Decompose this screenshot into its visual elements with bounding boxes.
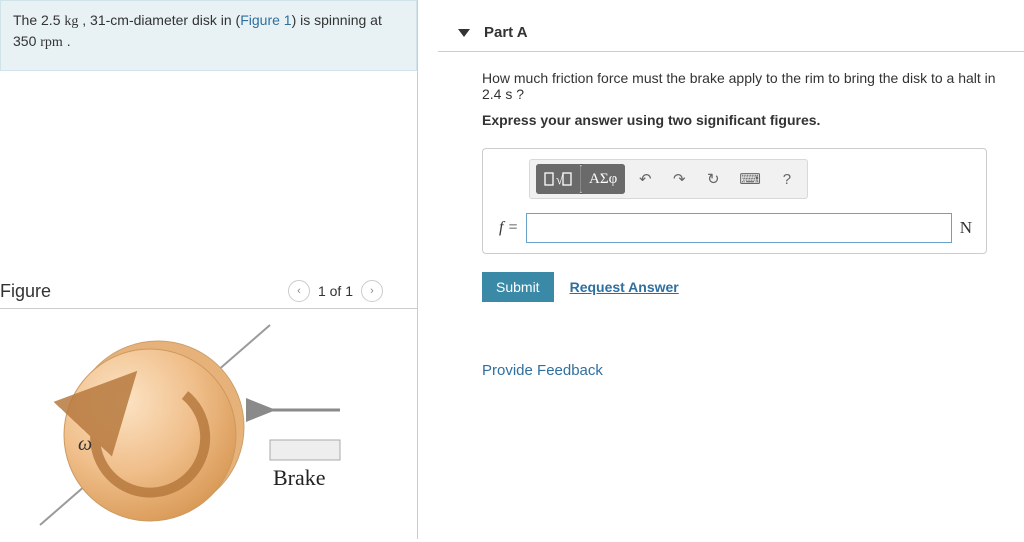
next-figure-button[interactable]: › [361,280,383,302]
problem-text: , 31-cm-diameter disk in ( [82,12,240,28]
answer-box: √ ΑΣφ ↶ ↷ ↻ ⌨ ? f = N [482,148,987,254]
reset-button[interactable]: ↻ [699,166,727,192]
unit-label: N [960,218,972,238]
part-a-header[interactable]: Part A [438,8,1024,52]
keyboard-button[interactable]: ⌨ [733,166,767,192]
figure-image: ω Brake [0,320,400,539]
submit-button[interactable]: Submit [482,272,554,302]
right-panel: Part A How much friction force must the … [418,0,1024,539]
left-panel: The 2.5 kg , 31-cm-diameter disk in (Fig… [0,0,418,539]
answer-row: f = N [493,213,976,243]
problem-text: The 2.5 [13,12,64,28]
unit-rpm: rpm [40,35,63,50]
equation-toolbar: √ ΑΣφ ↶ ↷ ↻ ⌨ ? [529,159,808,199]
figure-header: Figure ‹ 1 of 1 › [0,280,417,309]
brake-label: Brake [273,465,326,490]
unit-kg: kg [64,14,78,29]
part-title: Part A [484,24,528,41]
provide-feedback-link[interactable]: Provide Feedback [482,362,1014,379]
problem-text: . [67,33,71,49]
problem-statement: The 2.5 kg , 31-cm-diameter disk in (Fig… [0,0,417,71]
variable-label: f = [499,219,518,237]
part-a-body: How much friction force must the brake a… [438,52,1024,379]
answer-input[interactable] [526,213,951,243]
prev-figure-button[interactable]: ‹ [288,280,310,302]
collapse-icon [458,29,470,37]
instruction-text: Express your answer using two significan… [482,112,1014,128]
submit-row: Submit Request Answer [482,272,1014,302]
help-button[interactable]: ? [773,166,801,192]
figure-counter: 1 of 1 [318,283,353,299]
figure-link[interactable]: Figure 1 [240,12,291,28]
undo-button[interactable]: ↶ [631,166,659,192]
request-answer-link[interactable]: Request Answer [570,279,679,295]
redo-button[interactable]: ↷ [665,166,693,192]
templates-button[interactable]: √ [536,164,581,194]
omega-label: ω [78,433,92,455]
question-text: How much friction force must the brake a… [482,70,1014,102]
greek-button[interactable]: ΑΣφ [581,164,625,194]
figure-nav: ‹ 1 of 1 › [288,280,383,302]
figure-title: Figure [0,281,51,302]
